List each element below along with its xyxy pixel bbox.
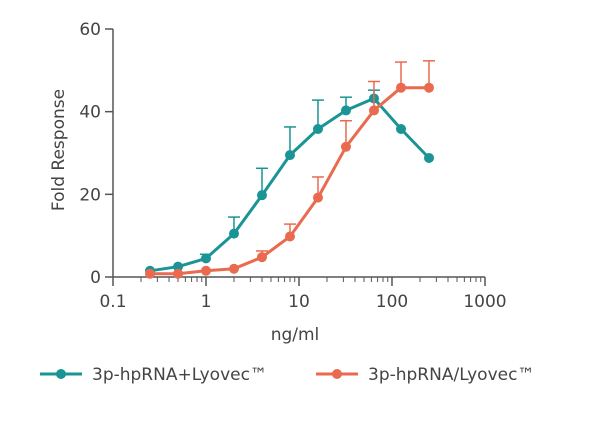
data-point — [228, 263, 239, 274]
x-tick-label: 1 — [201, 292, 212, 312]
y-axis-title: Fold Response — [49, 89, 69, 211]
legend-marker-series-1 — [56, 369, 66, 379]
x-tick-label: 1000 — [463, 292, 506, 312]
legend-item-series-1: 3p-hpRNA+Lyovec™ — [40, 365, 267, 385]
axes: 0 20 40 60 0.1 1 10 100 1000 — [79, 20, 506, 312]
x-tick-label: 100 — [376, 292, 408, 312]
data-point — [312, 124, 323, 135]
legend: 3p-hpRNA+Lyovec™ 3p-hpRNA/Lyovec™ — [40, 365, 534, 385]
data-point — [396, 124, 407, 135]
data-point — [228, 228, 239, 239]
data-point — [312, 192, 323, 203]
data-point — [173, 268, 184, 279]
data-point — [201, 265, 211, 276]
legend-label-series-2: 3p-hpRNA/Lyovec™ — [368, 365, 534, 385]
data-point — [284, 231, 295, 242]
data-point — [368, 105, 379, 116]
data-point — [256, 190, 267, 201]
data-point — [424, 82, 435, 93]
series-layer — [145, 60, 436, 279]
y-tick-label: 40 — [79, 103, 101, 123]
series-1 — [145, 89, 435, 276]
y-tick-label: 20 — [79, 185, 101, 205]
data-point — [284, 150, 295, 161]
legend-marker-series-2 — [332, 369, 342, 379]
y-tick-label: 0 — [90, 268, 101, 288]
data-point — [201, 253, 211, 264]
legend-item-series-2: 3p-hpRNA/Lyovec™ — [316, 365, 534, 385]
legend-label-series-1: 3p-hpRNA+Lyovec™ — [92, 365, 267, 385]
x-axis-title: ng/ml — [271, 325, 320, 345]
x-tick-label: 0.1 — [99, 292, 126, 312]
x-tick-label: 10 — [288, 292, 310, 312]
series-2 — [145, 60, 436, 279]
data-point — [424, 152, 435, 163]
data-point — [396, 82, 407, 93]
data-point — [340, 105, 351, 116]
series-line — [150, 86, 429, 276]
data-point — [173, 261, 184, 272]
series-line — [149, 96, 431, 273]
data-point — [145, 268, 156, 279]
data-point — [256, 252, 267, 263]
y-tick-label: 60 — [79, 20, 101, 40]
data-point — [340, 141, 351, 152]
